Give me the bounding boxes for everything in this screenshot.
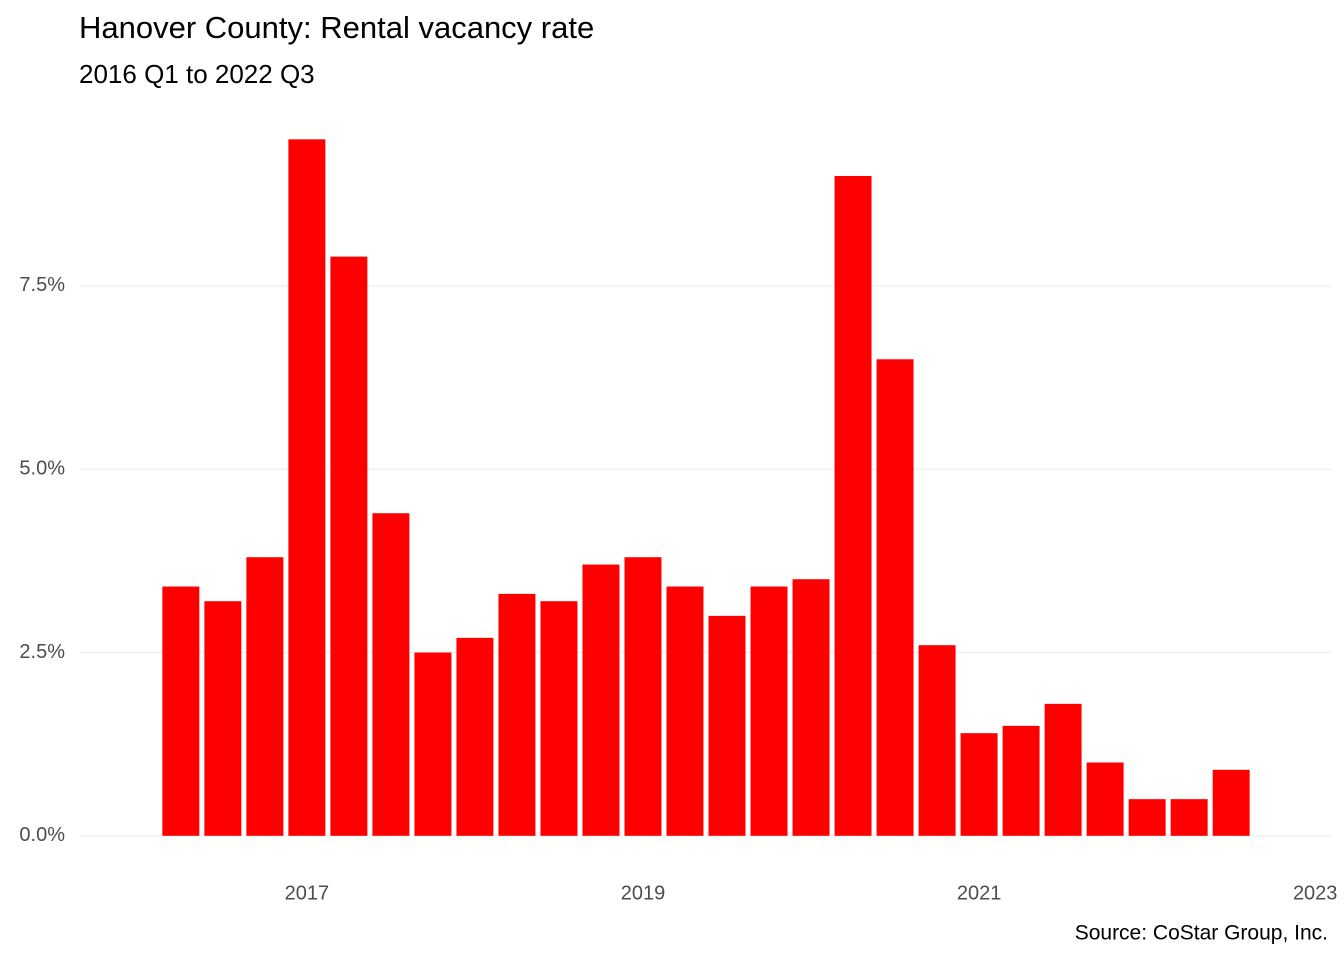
bar bbox=[540, 601, 578, 836]
bar bbox=[330, 256, 368, 836]
bar bbox=[414, 652, 452, 836]
y-tick-label: 7.5% bbox=[19, 274, 65, 296]
bar bbox=[1128, 799, 1166, 836]
bar bbox=[372, 513, 410, 836]
bar bbox=[498, 593, 536, 836]
y-tick-label: 5.0% bbox=[19, 458, 65, 480]
bar bbox=[246, 557, 284, 836]
bar bbox=[834, 175, 872, 836]
bar bbox=[204, 601, 242, 836]
caption: Source: CoStar Group, Inc. bbox=[1075, 922, 1328, 945]
x-tick-label: 2019 bbox=[621, 882, 666, 904]
bar bbox=[750, 586, 788, 836]
y-tick-label: 0.0% bbox=[19, 824, 65, 846]
y-tick-label: 2.5% bbox=[19, 641, 65, 663]
bar bbox=[792, 579, 830, 836]
x-tick-label: 2021 bbox=[957, 882, 1002, 904]
x-tick-label: 2017 bbox=[285, 882, 330, 904]
bar bbox=[1002, 725, 1040, 836]
bar bbox=[1044, 703, 1082, 836]
bar bbox=[666, 586, 704, 836]
bar bbox=[1086, 762, 1124, 836]
bar bbox=[162, 586, 200, 836]
bar bbox=[1170, 799, 1208, 836]
bar bbox=[876, 359, 914, 836]
bar bbox=[624, 557, 662, 836]
chart-title: Hanover County: Rental vacancy rate bbox=[79, 10, 594, 45]
bar bbox=[1212, 769, 1250, 836]
bar bbox=[960, 733, 998, 836]
x-tick-label: 2023 bbox=[1293, 882, 1338, 904]
bar bbox=[456, 637, 494, 836]
chart-subtitle: 2016 Q1 to 2022 Q3 bbox=[79, 59, 315, 89]
bar bbox=[582, 564, 620, 836]
bar bbox=[708, 615, 746, 836]
bar bbox=[918, 645, 956, 836]
bar bbox=[288, 139, 326, 836]
